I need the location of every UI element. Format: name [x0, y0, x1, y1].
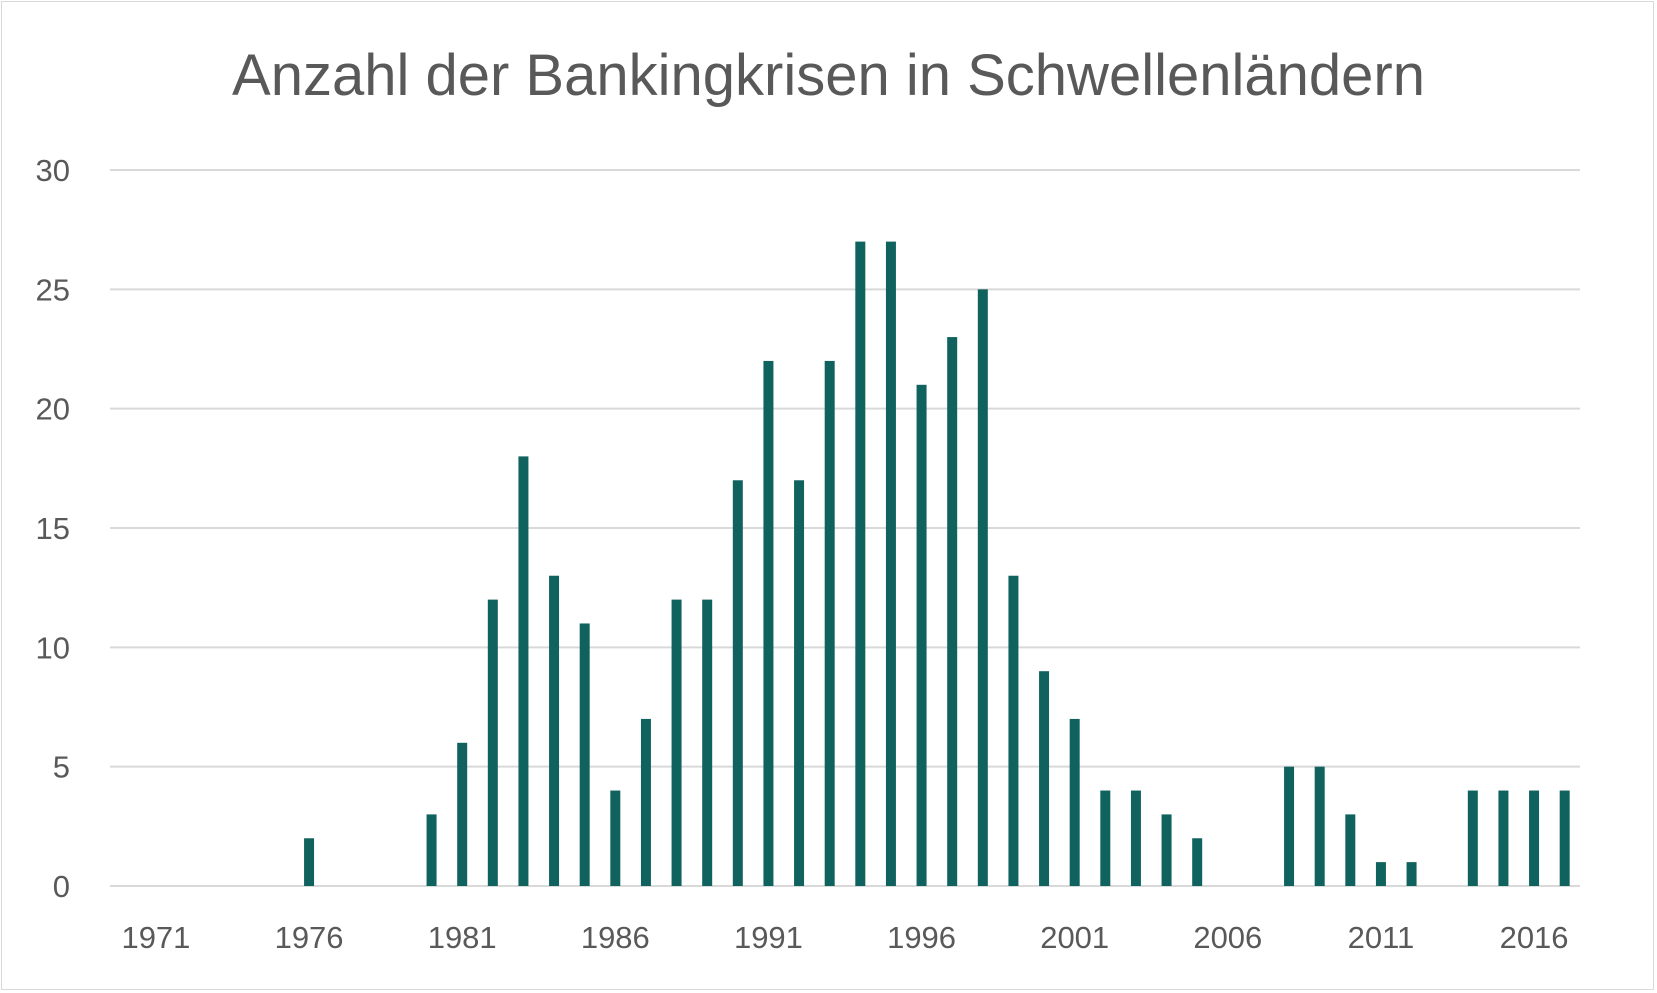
y-tick-label: 25 [36, 272, 70, 307]
bar-1987 [640, 718, 651, 886]
bar-1995 [885, 241, 896, 887]
bar-1980 [426, 814, 437, 886]
x-tick-label: 1986 [581, 920, 650, 955]
y-tick-label: 15 [36, 511, 70, 546]
bar-1997 [947, 337, 958, 887]
x-tick-label: 2011 [1348, 920, 1415, 955]
x-tick-label: 2006 [1193, 920, 1262, 955]
bar-2008 [1284, 766, 1295, 886]
y-axis-tick-labels: 0 5 10 15 20 25 30 [36, 153, 70, 904]
bar-2011 [1375, 862, 1386, 886]
chart-title: Anzahl der Bankingkrisen in Schwellenlän… [232, 43, 1425, 108]
bar-1982 [487, 599, 498, 886]
x-axis-tick-labels: 1971 1976 1981 1986 1991 1996 2001 2006 2011 2016 [121, 920, 1568, 955]
gridlines [110, 169, 1580, 887]
bar-2017 [1559, 790, 1570, 886]
bar-1981 [457, 742, 468, 886]
y-tick-label: 10 [36, 630, 70, 665]
bar-2001 [1069, 718, 1080, 886]
bar-1994 [855, 241, 866, 887]
bar-2016 [1529, 790, 1540, 886]
x-tick-label: 1991 [734, 920, 803, 955]
bar-2012 [1406, 862, 1417, 886]
bar-1991 [763, 360, 774, 886]
bar-1988 [671, 599, 682, 886]
bar-1984 [549, 575, 560, 886]
bar-1983 [518, 456, 529, 886]
y-tick-label: 0 [53, 869, 70, 904]
bar-1990 [732, 480, 743, 886]
bar-2009 [1314, 766, 1325, 886]
bar-2000 [1039, 671, 1050, 886]
x-tick-label: 2001 [1040, 920, 1109, 955]
bars [304, 241, 1570, 887]
x-tick-label: 2016 [1500, 920, 1569, 955]
bar-1985 [579, 623, 590, 886]
x-tick-label: 1976 [275, 920, 344, 955]
bar-1976 [304, 838, 315, 886]
y-tick-label: 30 [36, 153, 70, 188]
x-tick-label: 1996 [887, 920, 956, 955]
bar-1993 [824, 360, 835, 886]
bar-1992 [794, 480, 805, 886]
x-tick-label: 1971 [121, 920, 190, 955]
y-tick-label: 20 [36, 392, 70, 427]
bar-1999 [1008, 575, 1019, 886]
bar-2014 [1467, 790, 1478, 886]
bar-2005 [1192, 838, 1203, 886]
bar-1998 [977, 289, 988, 886]
bar-2015 [1498, 790, 1509, 886]
y-tick-label: 5 [53, 750, 70, 785]
bar-1986 [610, 790, 621, 886]
bar-1989 [702, 599, 713, 886]
x-tick-label: 1981 [428, 920, 497, 955]
bar-2004 [1161, 814, 1172, 886]
bar-2002 [1100, 790, 1111, 886]
bar-2010 [1345, 814, 1356, 886]
bar-1996 [916, 384, 927, 886]
bar-2003 [1130, 790, 1141, 886]
